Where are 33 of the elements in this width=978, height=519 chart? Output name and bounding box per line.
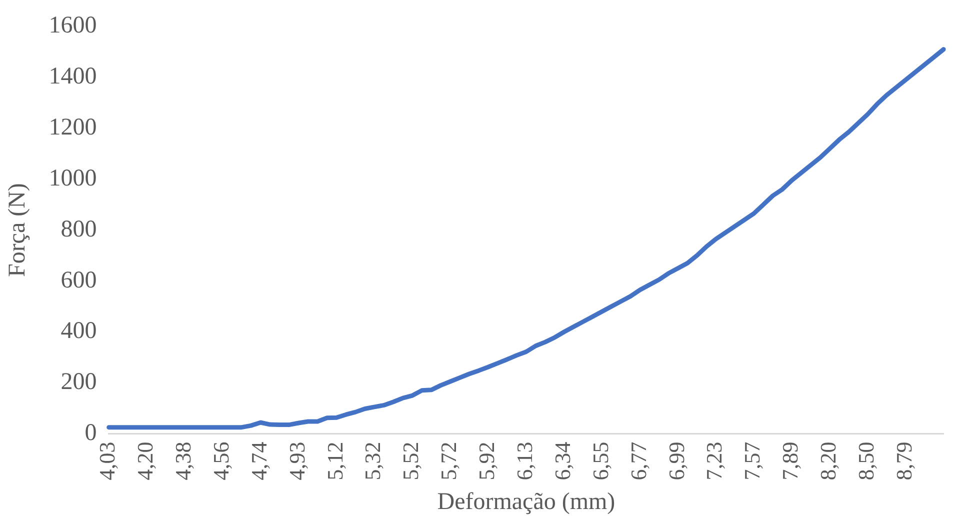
y-axis-title: Força (N) [4,183,31,278]
x-tick-label: 8,79 [891,442,916,480]
y-tick-label: 600 [60,267,97,294]
x-tick-label: 7,23 [702,442,727,480]
x-tick-label: 4,74 [246,442,272,480]
x-tick-label: 8,20 [816,442,841,480]
y-tick-label: 1000 [48,165,97,192]
x-tick-label: 7,89 [778,442,803,480]
x-tick-label: 4,03 [94,442,120,480]
x-tick-label: 6,77 [626,442,651,480]
x-tick-label: 5,72 [436,442,462,480]
x-tick-label: 7,57 [740,442,765,480]
x-axis-title: Deformação (mm) [437,488,616,515]
y-tick-label: 1600 [48,12,97,39]
x-tick-label: 6,55 [588,442,613,480]
x-tick-label: 5,32 [360,442,386,480]
y-tick-label: 0 [84,420,97,446]
y-tick-label: 1400 [48,64,97,90]
x-tick-label: 4,93 [284,442,310,480]
x-tick-label: 8,50 [853,442,878,480]
y-tick-label: 400 [60,318,97,344]
x-tick-label: 5,52 [398,442,424,480]
x-tick-label: 4,38 [170,442,196,480]
x-tick-label: 5,12 [322,442,348,480]
x-tick-label: 5,92 [474,442,500,480]
x-tick-label: 6,99 [664,442,689,480]
y-tick-label: 1200 [48,114,97,141]
x-tick-label: 6,34 [550,442,575,480]
x-tick-label: 6,13 [512,442,537,480]
y-tick-label: 200 [60,369,97,396]
y-tick-label: 800 [60,216,97,242]
x-tick-label: 4,56 [208,442,234,480]
x-tick-label: 4,20 [132,442,158,480]
